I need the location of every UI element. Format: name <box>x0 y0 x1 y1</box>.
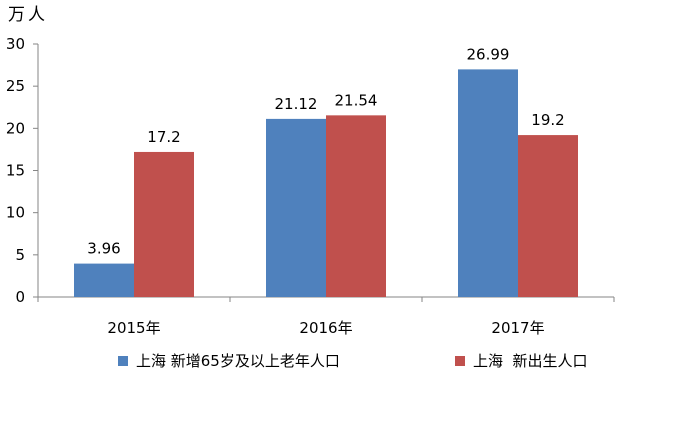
legend-label-elderly: 上海 新增65岁及以上老年人口 <box>136 352 340 370</box>
bar-series-1-2 <box>518 135 578 297</box>
legend-swatch-elderly <box>118 355 128 366</box>
y-tick-label: 25 <box>6 77 25 95</box>
legend-label-newborn: 上海 新出生人口 <box>473 352 588 370</box>
data-label: 3.96 <box>87 240 120 258</box>
y-axis-unit-label: 万人 <box>8 5 48 25</box>
y-tick-label: 15 <box>6 162 25 180</box>
legend-item-elderly: 上海 新增65岁及以上老年人口 <box>118 350 340 371</box>
bar-series-1-0 <box>134 151 194 297</box>
bar-series-0-1 <box>266 118 326 297</box>
y-tick-label: 0 <box>15 288 25 306</box>
y-tick-label: 20 <box>6 119 25 137</box>
data-label: 19.2 <box>531 111 564 129</box>
bar-series-1-1 <box>326 115 386 297</box>
data-label: 17.2 <box>147 128 180 146</box>
y-tick-label: 10 <box>6 204 25 222</box>
legend-item-newborn: 上海 新出生人口 <box>455 350 588 371</box>
bar-series-0-2 <box>458 69 518 297</box>
x-tick-label: 2016年 <box>299 319 352 337</box>
y-tick-label: 5 <box>15 246 25 264</box>
y-tick-label: 30 <box>6 35 25 53</box>
legend-swatch-newborn <box>455 355 465 366</box>
x-tick-label: 2017年 <box>491 319 544 337</box>
data-label: 26.99 <box>467 45 510 63</box>
data-label: 21.54 <box>335 91 378 109</box>
bar-series-0-0 <box>74 263 134 297</box>
x-tick-label: 2015年 <box>107 319 160 337</box>
data-label: 21.12 <box>275 95 318 113</box>
